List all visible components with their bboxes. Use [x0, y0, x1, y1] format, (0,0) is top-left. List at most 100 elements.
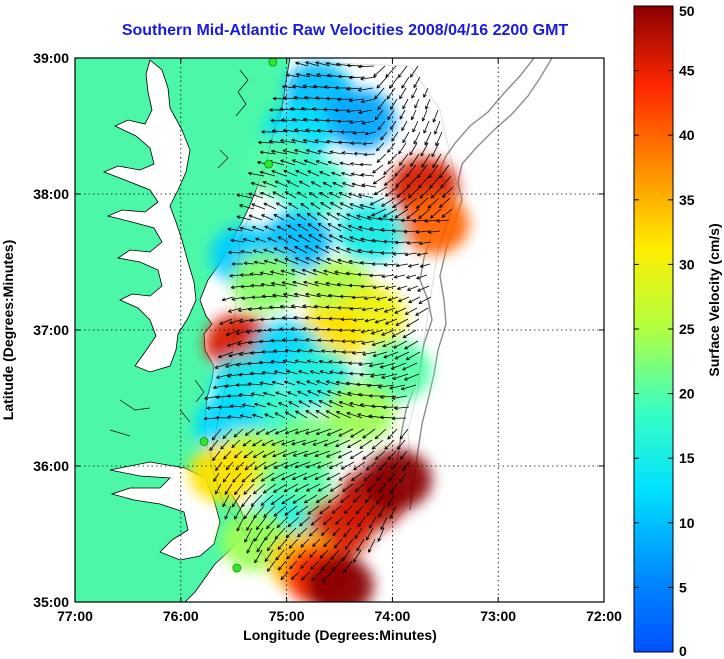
- velocity-arrow: [270, 270, 285, 276]
- velocity-arrow: [338, 428, 354, 437]
- velocity-arrow: [226, 394, 243, 398]
- velocity-arrow: [329, 370, 343, 375]
- velocity-arrow: [263, 461, 278, 470]
- velocity-arrow: [387, 296, 399, 302]
- velocity-arrow: [320, 527, 330, 536]
- velocity-arrow: [323, 538, 332, 548]
- velocity-arrow: [441, 208, 453, 218]
- velocity-arrow: [283, 246, 297, 254]
- velocity-arrow: [436, 218, 450, 223]
- velocity-arrow: [296, 191, 308, 199]
- velocity-arrow: [432, 109, 439, 123]
- velocity-arrow: [331, 560, 342, 572]
- velocity-arrow: [306, 212, 318, 221]
- velocity-arrow: [362, 351, 377, 356]
- velocity-arrow: [296, 348, 311, 353]
- velocity-arrow: [326, 472, 341, 481]
- velocity-arrow: [376, 153, 387, 163]
- velocity-arrow: [339, 202, 354, 210]
- velocity-arrow: [213, 472, 220, 482]
- velocity-arrow: [295, 410, 308, 419]
- velocity-arrow: [231, 262, 244, 266]
- velocity-arrow: [287, 235, 300, 243]
- velocity-arrow: [275, 391, 287, 397]
- velocity-arrow: [368, 362, 385, 368]
- y-tick-label: 37:00: [33, 322, 69, 338]
- velocity-arrow: [327, 160, 340, 166]
- velocity-arrow: [229, 404, 245, 408]
- velocity-arrow: [406, 274, 417, 279]
- velocity-arrow: [350, 172, 364, 177]
- velocity-arrow: [276, 225, 287, 232]
- velocity-arrow: [242, 238, 256, 243]
- velocity-arrow: [277, 560, 287, 571]
- velocity-arrow: [381, 197, 396, 207]
- velocity-arrow: [282, 84, 297, 89]
- velocity-arrow: [350, 450, 364, 460]
- velocity-arrow: [344, 505, 353, 514]
- velocity-arrow: [231, 494, 241, 508]
- velocity-arrow: [328, 400, 344, 408]
- velocity-arrow: [290, 327, 307, 331]
- velocity-arrow: [326, 139, 341, 144]
- velocity-arrow: [275, 549, 285, 561]
- velocity-arrow: [291, 269, 307, 276]
- velocity-arrow: [239, 204, 255, 210]
- velocity-arrow: [359, 372, 376, 377]
- velocity-arrow: [356, 538, 365, 552]
- velocity-arrow: [312, 439, 329, 446]
- velocity-arrow: [406, 208, 420, 219]
- velocity-arrow: [316, 293, 333, 298]
- velocity-arrow: [250, 392, 265, 397]
- velocity-arrow: [284, 461, 300, 469]
- velocity-arrow: [338, 472, 352, 481]
- colorbar-tick-label: 40: [679, 127, 695, 143]
- velocity-arrow: [292, 450, 309, 457]
- velocity-arrow: [291, 439, 307, 446]
- velocity-arrow: [261, 439, 274, 446]
- velocity-arrow: [411, 109, 417, 121]
- velocity-arrow: [423, 87, 429, 98]
- velocity-arrow: [315, 409, 330, 419]
- velocity-arrow: [282, 359, 297, 364]
- velocity-arrow: [404, 373, 420, 381]
- velocity-arrow: [377, 120, 386, 131]
- velocity-arrow: [318, 400, 333, 408]
- velocity-arrow: [346, 213, 362, 221]
- x-tick-label: 73:00: [480, 608, 516, 624]
- velocity-arrow: [335, 380, 351, 386]
- velocity-arrow: [292, 494, 307, 504]
- velocity-arrow: [234, 483, 244, 496]
- velocity-arrow: [421, 153, 431, 168]
- velocity-arrow: [277, 236, 289, 243]
- velocity-arrow: [271, 439, 285, 446]
- velocity-arrow: [231, 296, 245, 301]
- velocity-arrow: [308, 348, 322, 353]
- colorbar: 0 5 10 15 20 25 30 35 40 45 50 Surface Velocity (c…: [633, 3, 722, 659]
- velocity-arrow: [383, 239, 399, 244]
- colorbar-tick-label: 30: [679, 256, 695, 272]
- velocity-arrow: [344, 538, 354, 550]
- velocity-arrow: [308, 400, 322, 408]
- velocity-arrow: [335, 439, 351, 448]
- velocity-arrow: [390, 120, 397, 130]
- velocity-arrow: [442, 186, 454, 198]
- velocity-arrow: [222, 472, 231, 483]
- velocity-arrow: [258, 360, 275, 365]
- velocity-arrow: [259, 271, 274, 276]
- velocity-arrow: [227, 414, 242, 419]
- velocity-arrow: [264, 225, 276, 232]
- velocity-arrow: [230, 285, 243, 290]
- velocity-arrow: [305, 315, 321, 320]
- velocity-arrow: [260, 282, 276, 287]
- y-tick-label: 38:00: [33, 186, 69, 202]
- colorbar-ticks: 0 5 10 15 20 25 30 35 40 45 50: [634, 3, 695, 659]
- velocity-arrow: [305, 61, 320, 67]
- velocity-arrow: [343, 527, 352, 538]
- velocity-arrow: [371, 340, 386, 346]
- velocity-arrow: [406, 318, 420, 327]
- velocity-arrow: [273, 461, 289, 469]
- velocity-arrow: [352, 494, 362, 503]
- velocity-arrow: [305, 128, 322, 133]
- velocity-arrow: [273, 370, 288, 375]
